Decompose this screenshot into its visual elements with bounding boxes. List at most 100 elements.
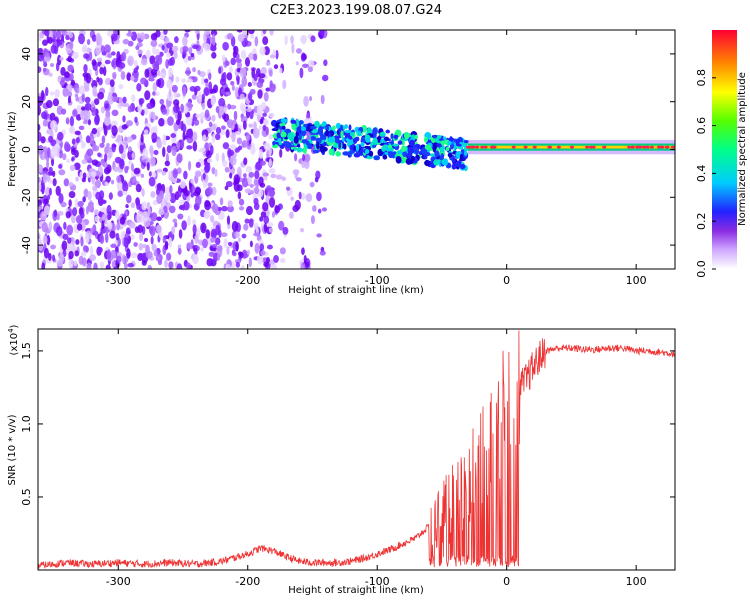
noise-blob <box>161 197 166 209</box>
x-tick-label: -200 <box>235 575 260 588</box>
noise-blob <box>166 42 174 49</box>
noise-blob <box>104 44 111 53</box>
noise-blob <box>156 216 162 222</box>
noise-blob <box>66 158 70 163</box>
noise-blob <box>227 205 235 213</box>
noise-blob <box>321 74 329 82</box>
band-blob <box>436 134 442 139</box>
band-blob <box>361 136 365 142</box>
noise-blob <box>204 200 212 211</box>
noise-blob <box>262 172 270 177</box>
noise-blob <box>124 166 129 174</box>
band-blob <box>272 140 276 146</box>
noise-blob <box>316 191 322 202</box>
band-blob <box>344 129 352 134</box>
snr-plot-area <box>38 330 675 569</box>
noise-blob <box>217 206 222 212</box>
band-blob <box>451 163 457 170</box>
noise-blob <box>188 46 193 55</box>
noise-blob <box>260 250 266 256</box>
noise-blob <box>144 90 151 101</box>
spectrogram-x-label: Height of straight line (km) <box>288 285 424 296</box>
noise-blob <box>246 249 251 255</box>
y-tick-label: -20 <box>20 188 33 206</box>
noise-blob <box>273 255 279 263</box>
band-blob <box>393 134 399 139</box>
noise-blob <box>46 160 50 169</box>
noise-blob <box>191 94 197 100</box>
noise-blob <box>259 46 266 56</box>
noise-blob <box>124 262 128 269</box>
noise-blob <box>221 125 226 130</box>
signal-peak-dot <box>570 145 575 149</box>
noise-blob <box>137 104 143 114</box>
noise-blob <box>92 142 97 152</box>
band-blob <box>310 135 317 141</box>
noise-blob <box>210 97 215 106</box>
noise-blob <box>231 132 236 143</box>
noise-blob <box>300 262 306 269</box>
noise-blob <box>267 222 274 228</box>
noise-blob <box>125 204 129 209</box>
noise-blob <box>103 167 111 175</box>
noise-blob <box>56 131 64 141</box>
y-tick-label: 1.0 <box>20 415 33 433</box>
noise-blob <box>80 106 86 111</box>
band-blob <box>280 131 287 138</box>
noise-blob <box>61 240 68 251</box>
noise-blob <box>182 123 187 133</box>
noise-blob <box>229 172 233 179</box>
band-blob <box>344 124 348 130</box>
x-tick-label: -200 <box>235 274 260 287</box>
noise-blob <box>155 255 161 262</box>
y-tick-label: -40 <box>20 236 33 254</box>
noise-blob <box>70 79 76 86</box>
noise-blob <box>78 33 85 45</box>
noise-blob <box>110 243 117 248</box>
band-blob <box>338 141 342 149</box>
noise-blob <box>116 255 122 263</box>
noise-blob <box>141 201 147 211</box>
noise-blob <box>172 168 178 179</box>
noise-blob <box>192 219 197 226</box>
band-blob <box>320 123 326 127</box>
noise-blob <box>156 139 163 149</box>
noise-blob <box>68 250 74 260</box>
noise-blob <box>301 63 309 68</box>
signal-peak-dot <box>589 145 594 149</box>
noise-blob <box>55 185 61 196</box>
noise-blob <box>104 146 109 154</box>
noise-blob <box>140 133 144 144</box>
noise-blob <box>120 71 126 80</box>
noise-blob <box>82 119 89 125</box>
band-blob <box>279 123 283 127</box>
noise-blob <box>107 221 113 230</box>
noise-blob <box>181 78 186 84</box>
noise-blob <box>180 139 185 148</box>
noise-blob <box>77 200 84 208</box>
noise-blob <box>236 166 242 178</box>
band-blob <box>436 143 442 147</box>
band-blob <box>298 133 302 141</box>
noise-blob <box>91 127 98 135</box>
band-blob <box>459 153 464 161</box>
noise-blob <box>275 49 279 60</box>
band-blob <box>380 138 385 144</box>
noise-blob <box>300 192 306 200</box>
noise-blob <box>232 251 237 257</box>
noise-blob <box>86 148 94 157</box>
noise-blob <box>176 263 183 269</box>
colorbar: 0.0 0.2 0.4 0.6 0.8 Normalized spectral ampl… <box>695 30 748 278</box>
noise-blob <box>212 203 219 214</box>
noise-blob <box>166 79 173 90</box>
noise-blob <box>131 94 136 103</box>
noise-blob <box>221 54 226 63</box>
noise-blob <box>71 157 75 162</box>
noise-blob <box>89 227 94 234</box>
noise-blob <box>123 255 129 264</box>
noise-blob <box>303 153 311 163</box>
noise-blob <box>113 266 119 269</box>
noise-blob <box>314 176 319 183</box>
signal-peak-dot <box>492 145 497 149</box>
band-blob <box>353 152 361 158</box>
